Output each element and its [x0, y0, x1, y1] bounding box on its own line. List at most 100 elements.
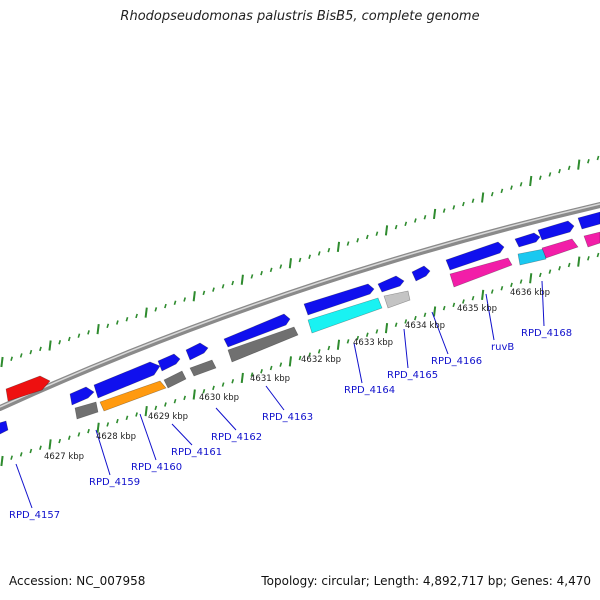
- gene-rpd-4163: [223, 313, 291, 348]
- gene-label: RPD_4162: [211, 432, 262, 443]
- gene-rpd-4168-block: [541, 238, 579, 259]
- minor-tick: [279, 264, 283, 269]
- genome-backbone-highlight: [0, 203, 600, 408]
- minor-tick: [375, 329, 379, 334]
- major-tick: [384, 322, 389, 334]
- kbp-label: 4629 kbp: [148, 412, 188, 422]
- major-tick: [336, 241, 341, 252]
- minor-tick: [394, 224, 398, 230]
- minor-tick: [587, 256, 590, 261]
- minor-tick: [452, 205, 456, 210]
- minor-tick: [87, 330, 90, 335]
- label-leader-lines: [15, 280, 545, 509]
- gene-rpd-4163-block: [227, 326, 299, 363]
- minor-tick: [164, 402, 167, 407]
- leader-line: [485, 293, 495, 341]
- minor-tick: [519, 182, 523, 187]
- minor-tick: [317, 251, 321, 256]
- gene-rpd-4164-block: [307, 297, 383, 334]
- kbp-label: 4636 kbp: [510, 288, 550, 298]
- minor-tick: [164, 303, 167, 309]
- minor-tick: [231, 280, 235, 286]
- minor-tick: [173, 300, 177, 306]
- genome-summary-text: Topology: circular; Length: 4,892,717 bp…: [261, 574, 591, 588]
- minor-tick: [77, 333, 81, 338]
- minor-tick: [404, 319, 408, 324]
- minor-tick: [413, 315, 417, 321]
- minor-tick: [67, 336, 71, 342]
- major-tick: [577, 159, 581, 170]
- gene-ruvB: [445, 241, 505, 271]
- leader-line: [353, 342, 363, 384]
- minor-tick: [596, 155, 600, 161]
- major-tick: [0, 356, 4, 368]
- minor-tick: [202, 388, 206, 394]
- kbp-label: 4635 kbp: [457, 304, 497, 314]
- kbp-label: 4633 kbp: [353, 338, 393, 348]
- gene-label: RPD_4157: [9, 510, 60, 521]
- minor-tick: [58, 340, 62, 345]
- minor-tick: [39, 346, 42, 352]
- gene-arrow: [377, 275, 405, 293]
- minor-tick: [558, 168, 561, 174]
- kbp-scale-labels: 4627 kbp 4628 kbp 4629 kbp 4630 kbp 4631 kbp…: [44, 288, 550, 462]
- gene-arrow: [411, 265, 431, 282]
- gene-arrow: [577, 211, 600, 230]
- minor-tick: [212, 287, 215, 292]
- minor-tick: [298, 355, 302, 361]
- gene-label: RPD_4160: [131, 462, 182, 473]
- minor-tick: [125, 316, 129, 322]
- minor-tick: [442, 305, 446, 311]
- minor-tick: [413, 218, 417, 223]
- major-tick: [192, 291, 196, 302]
- minor-tick: [567, 262, 571, 268]
- gene-rpd-4165: [383, 290, 411, 309]
- minor-tick: [442, 208, 446, 213]
- gene-ruvB-block: [449, 257, 513, 288]
- gene-labels: RPD_4157 RPD_4159 RPD_4160 RPD_4161 RPD_4162…: [9, 328, 572, 521]
- minor-tick: [260, 369, 263, 374]
- minor-tick: [212, 385, 215, 391]
- minor-tick: [510, 282, 513, 288]
- leader-line: [215, 407, 237, 431]
- leader-line: [171, 423, 193, 446]
- kbp-label: 4632 kbp: [301, 355, 341, 365]
- gene-red: [5, 375, 51, 402]
- minor-tick: [346, 339, 350, 344]
- kbp-label: 4630 kbp: [199, 393, 239, 403]
- minor-tick: [115, 320, 119, 325]
- minor-tick: [346, 241, 350, 246]
- minor-tick: [423, 312, 427, 318]
- leader-line: [541, 280, 545, 327]
- minor-tick: [471, 198, 475, 204]
- minor-tick: [558, 266, 561, 271]
- gene-label: ruvB: [491, 342, 514, 353]
- minor-tick: [10, 455, 13, 460]
- leader-line: [431, 311, 449, 355]
- minor-tick: [404, 221, 408, 227]
- minor-tick: [462, 201, 465, 207]
- minor-tick: [29, 349, 33, 355]
- minor-tick: [135, 412, 138, 417]
- major-tick: [240, 274, 244, 285]
- minor-tick: [356, 335, 360, 341]
- minor-tick: [375, 231, 379, 236]
- gene-rpd-4157: [0, 420, 9, 435]
- major-tick: [384, 225, 389, 236]
- minor-tick: [154, 405, 158, 411]
- minor-tick: [231, 379, 235, 384]
- kbp-label: 4627 kbp: [44, 452, 84, 462]
- major-tick: [48, 340, 52, 351]
- minor-tick: [327, 345, 331, 351]
- gene-arrow: [93, 361, 161, 399]
- minor-tick: [10, 356, 13, 361]
- minor-tick: [183, 297, 187, 302]
- minor-tick: [317, 349, 321, 354]
- major-tick: [529, 175, 533, 187]
- minor-tick: [423, 214, 427, 220]
- gene-label: RPD_4161: [171, 447, 222, 458]
- gene-rpd-4159: [74, 401, 99, 420]
- minor-tick: [500, 285, 504, 291]
- outer-tick-marks: [0, 155, 600, 368]
- minor-tick: [260, 270, 263, 276]
